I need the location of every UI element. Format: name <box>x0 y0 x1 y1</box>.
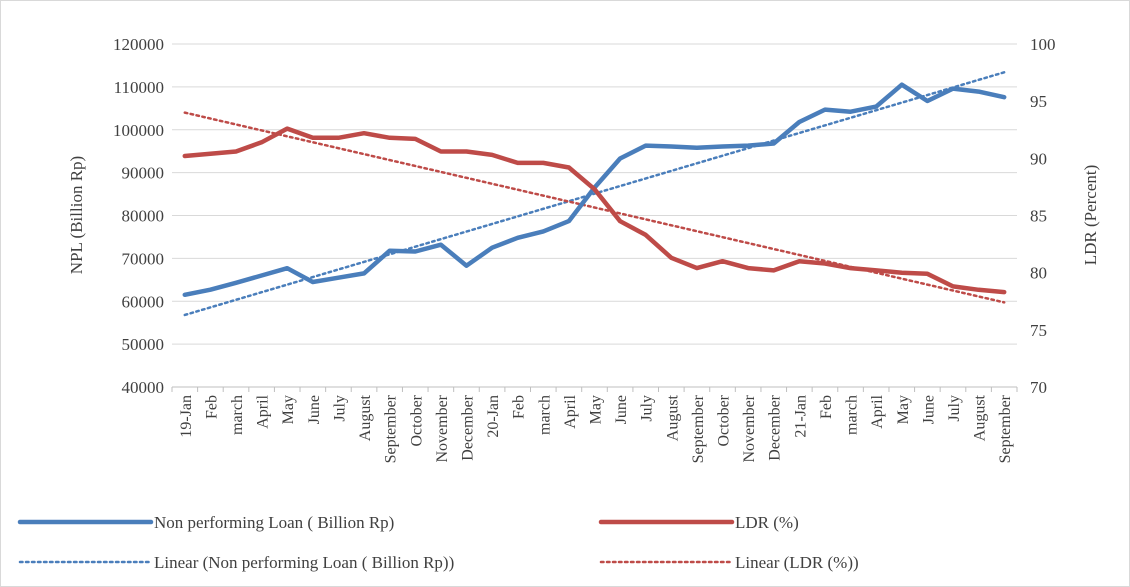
x-tick-label: July <box>331 395 348 422</box>
y-right-tick-label: 100 <box>1030 35 1056 54</box>
legend-label: Linear (LDR (%)) <box>735 553 859 572</box>
y-left-tick-label: 120000 <box>113 35 164 54</box>
x-tick-label: December <box>767 394 784 460</box>
x-tick-label: June <box>920 395 937 424</box>
x-tick-label: December <box>459 394 476 460</box>
x-tick-label: march <box>536 395 553 435</box>
x-tick-label: August <box>664 394 681 441</box>
x-tick-label: May <box>588 395 605 424</box>
legend-label: LDR (%) <box>735 513 799 532</box>
y-right-tick-label: 95 <box>1030 92 1047 111</box>
y-right-tick-label: 90 <box>1030 149 1047 168</box>
left-axis-ticks: 40000 50000 60000 70000 80000 90000 100000 1100… <box>113 35 164 397</box>
x-tick-label: 20-Jan <box>485 395 502 438</box>
legend-label: Linear (Non performing Loan ( Billion Rp… <box>154 553 454 572</box>
y-right-tick-label: 85 <box>1030 207 1047 226</box>
x-tick-label: Feb <box>818 395 835 419</box>
y-left-tick-label: 40000 <box>122 378 165 397</box>
y-right-tick-label: 80 <box>1030 264 1047 283</box>
y-right-tick-label: 75 <box>1030 321 1047 340</box>
x-tick-label: June <box>613 395 630 424</box>
x-tick-label: September <box>690 394 707 463</box>
x-tick-label: June <box>306 395 323 424</box>
y-left-tick-label: 80000 <box>122 207 165 226</box>
x-tick-label: September <box>383 394 400 463</box>
x-tick-label: July <box>946 395 963 422</box>
x-tick-label: march <box>844 395 861 435</box>
y-left-tick-label: 90000 <box>122 164 165 183</box>
y-left-tick-label: 60000 <box>122 292 165 311</box>
x-tick-label: November <box>741 394 758 462</box>
y-left-tick-label: 100000 <box>113 121 164 140</box>
x-tick-label: April <box>255 394 272 428</box>
legend-label: Non performing Loan ( Billion Rp) <box>154 513 394 532</box>
x-tick-label: April <box>869 394 886 428</box>
x-tick-label: April <box>562 394 579 428</box>
x-tick-label: October <box>408 394 425 446</box>
x-tick-label: May <box>895 395 912 424</box>
x-tick-label: May <box>280 395 297 424</box>
x-tick-label: 21-Jan <box>792 395 809 438</box>
x-tick-label: march <box>229 395 246 435</box>
y-left-tick-label: 50000 <box>122 335 165 354</box>
y-right-tick-label: 70 <box>1030 378 1047 397</box>
y-left-tick-label: 110000 <box>114 78 164 97</box>
x-tick-label: July <box>639 395 656 422</box>
x-tick-label: October <box>716 394 733 446</box>
x-tick-label: September <box>997 394 1014 463</box>
y-left-tick-label: 70000 <box>122 249 165 268</box>
y-axis-right-title: LDR (Percent) <box>1081 165 1100 266</box>
x-tick-label: August <box>357 394 374 441</box>
x-tick-label: 19-Jan <box>178 395 195 438</box>
x-tick-label: Feb <box>203 395 220 419</box>
x-tick-label: Feb <box>511 395 528 419</box>
x-tick-label: August <box>972 394 989 441</box>
y-axis-left-title: NPL (Billion Rp) <box>67 156 86 274</box>
x-tick-label: November <box>434 394 451 462</box>
